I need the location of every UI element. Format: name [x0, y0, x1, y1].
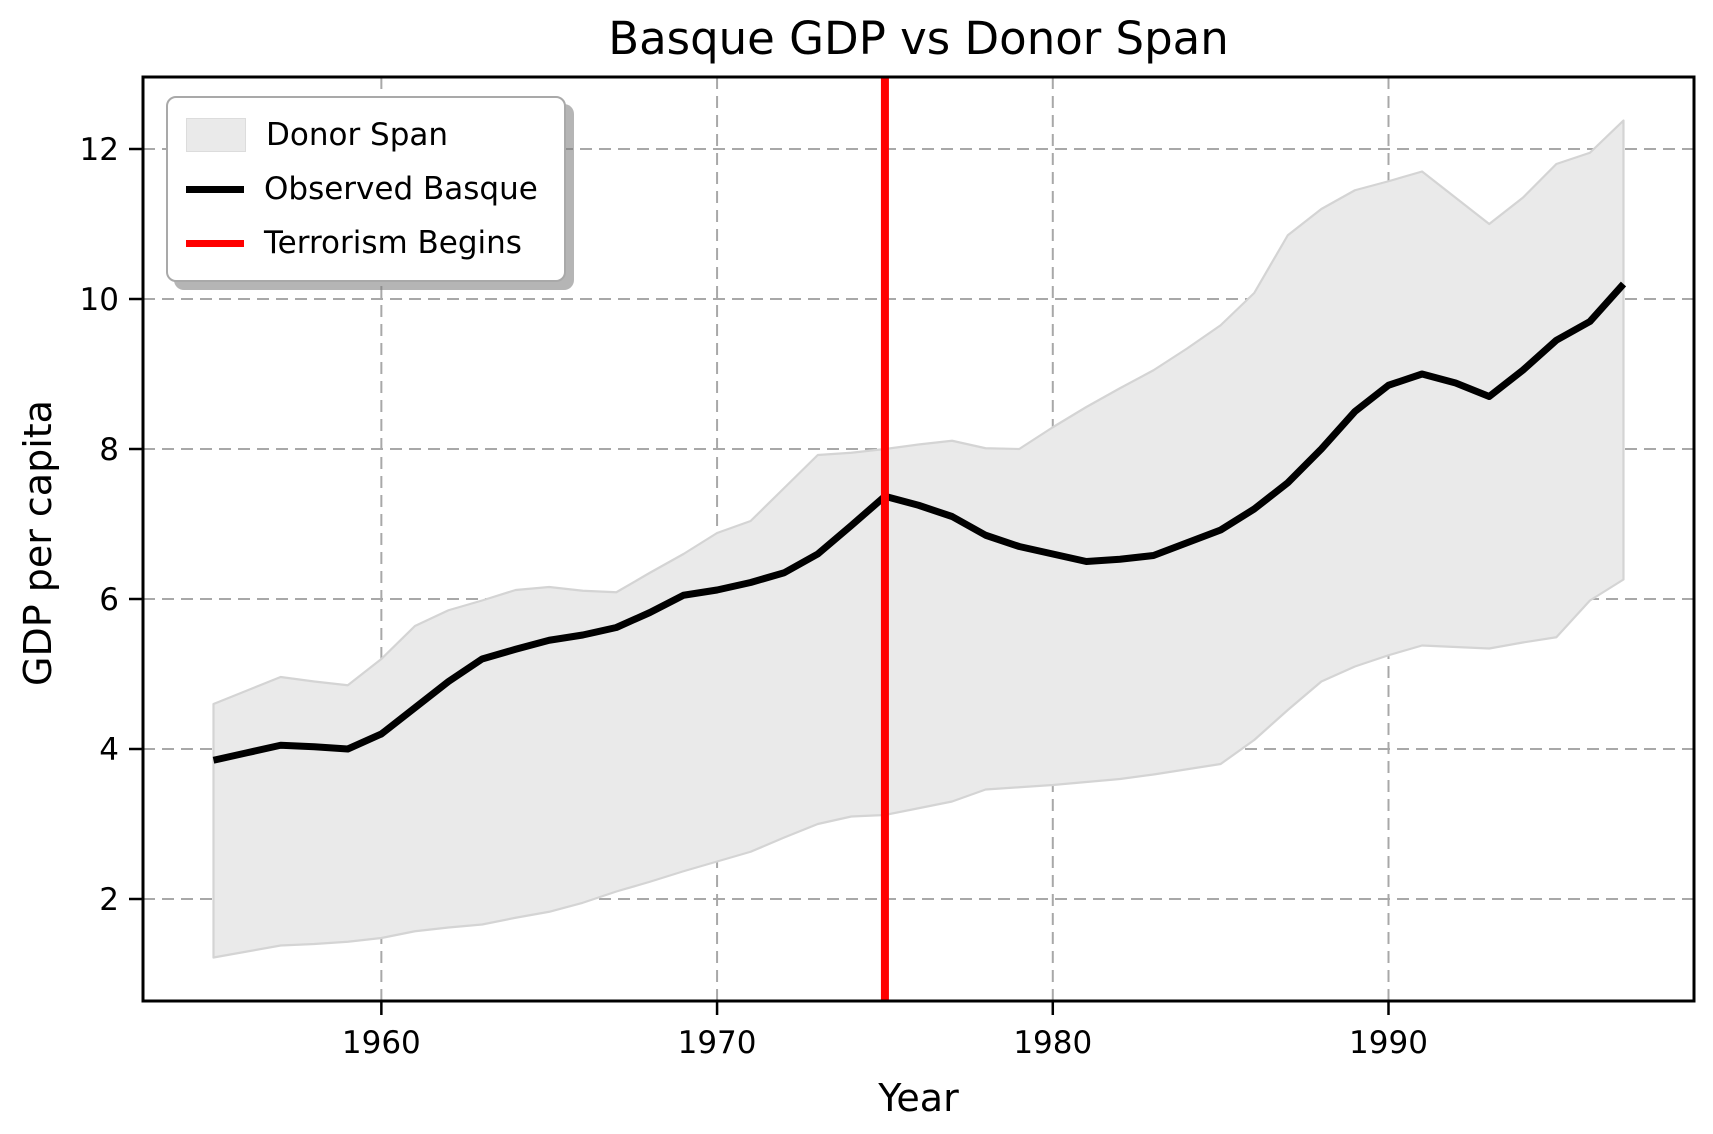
y-tick-label: 2: [99, 882, 119, 918]
x-tick-label: 1980: [1013, 1025, 1092, 1061]
y-tick-label: 10: [80, 282, 119, 318]
legend-label: Observed Basque: [264, 171, 538, 207]
chart-title: Basque GDP vs Donor Span: [608, 12, 1229, 65]
donor-span-band: [212, 119, 1625, 959]
axes-frame: [141, 75, 1696, 1003]
y-tick-label: 8: [99, 432, 119, 468]
legend-item-observed-basque: Observed Basque: [186, 164, 538, 214]
observed-basque-line: [212, 281, 1627, 764]
x-axis-label: Year: [878, 1076, 959, 1120]
observed-line-swatch-icon: [186, 185, 244, 193]
y-tick-label: 4: [99, 732, 119, 768]
x-tick-label: 1960: [342, 1025, 421, 1061]
x-tick-label: 1970: [678, 1025, 757, 1061]
y-tick-label: 12: [80, 132, 119, 168]
terrorism-line-swatch-icon: [186, 239, 244, 247]
y-tick-label: 6: [99, 582, 119, 618]
y-axis-label: GDP per capita: [16, 400, 60, 686]
legend-item-terrorism-begins: Terrorism Begins: [186, 218, 538, 268]
legend-item-donor-span: Donor Span: [186, 110, 538, 160]
legend-label: Terrorism Begins: [264, 225, 522, 261]
donor-span-swatch-icon: [186, 118, 246, 152]
x-tick-label: 1990: [1349, 1025, 1428, 1061]
legend: Donor Span Observed Basque Terrorism Beg…: [166, 96, 566, 282]
legend-label: Donor Span: [266, 117, 449, 153]
